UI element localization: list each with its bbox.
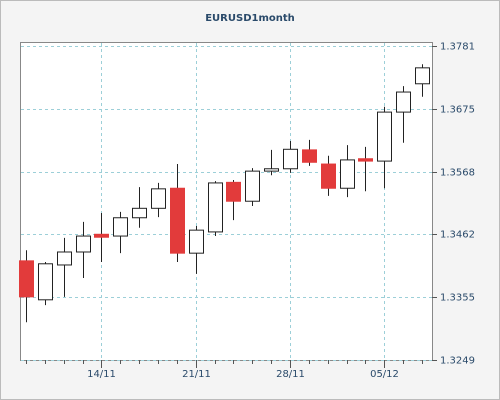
candle-body [38, 263, 53, 301]
y-tick-label: 1.3462 [440, 230, 475, 241]
y-tick-label: 1.3249 [440, 356, 475, 367]
x-tick-label: 28/11 [276, 369, 305, 380]
candle-body [302, 149, 317, 163]
candle-body [358, 158, 373, 162]
candle-body [19, 260, 34, 298]
candle-body [415, 67, 430, 85]
candle-body [132, 207, 147, 219]
chart-title: EURUSD1month [205, 13, 295, 24]
candle-body [283, 148, 298, 170]
candle-body [377, 111, 392, 162]
candle-body [340, 159, 355, 189]
candle-body [113, 217, 128, 237]
candle-body [189, 229, 204, 254]
y-tick-label: 1.3355 [440, 293, 475, 304]
candle-body [94, 233, 109, 238]
candle-body [226, 181, 241, 202]
candle-body [57, 251, 72, 266]
x-tick-label: 05/12 [370, 369, 399, 380]
y-tick-label: 1.3781 [440, 42, 475, 53]
candle-body [264, 168, 279, 172]
candle-body [170, 187, 185, 254]
x-tick-label: 14/11 [87, 369, 116, 380]
candle-body [245, 170, 260, 202]
y-tick-label: 1.3568 [440, 168, 475, 179]
candle-body [396, 91, 411, 113]
y-tick-label: 1.3675 [440, 105, 475, 116]
candle-body [208, 182, 223, 233]
candle-body [76, 235, 91, 253]
candle-body [321, 163, 336, 189]
candle-body [151, 188, 166, 209]
x-tick-label: 21/11 [182, 369, 211, 380]
